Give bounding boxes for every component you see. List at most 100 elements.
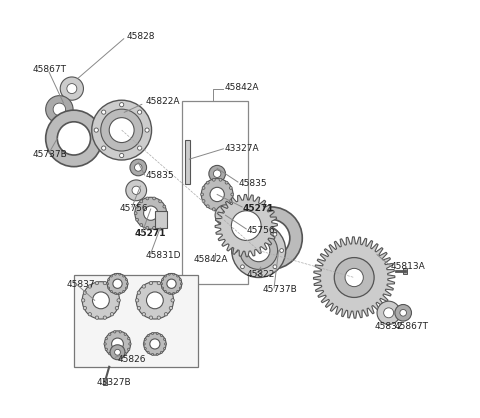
Circle shape: [67, 84, 77, 94]
Circle shape: [206, 181, 209, 184]
Circle shape: [161, 273, 182, 294]
Circle shape: [146, 227, 149, 229]
Circle shape: [120, 102, 124, 107]
Circle shape: [114, 331, 116, 333]
Bar: [74, 275, 198, 367]
Circle shape: [136, 282, 174, 319]
Bar: [103, 378, 107, 385]
Circle shape: [345, 268, 363, 287]
Circle shape: [234, 249, 238, 252]
Text: 45835: 45835: [239, 179, 267, 188]
Circle shape: [152, 353, 154, 355]
Circle shape: [232, 224, 286, 278]
Circle shape: [334, 257, 374, 298]
Circle shape: [214, 170, 221, 178]
Text: 43327B: 43327B: [96, 377, 131, 387]
Circle shape: [115, 291, 119, 294]
Circle shape: [132, 186, 140, 194]
Circle shape: [145, 128, 149, 132]
Circle shape: [169, 306, 172, 310]
Circle shape: [165, 275, 167, 277]
Circle shape: [167, 279, 176, 288]
Circle shape: [229, 199, 232, 202]
Circle shape: [110, 291, 112, 292]
Circle shape: [113, 279, 122, 288]
Circle shape: [142, 313, 145, 316]
Circle shape: [114, 273, 116, 275]
Circle shape: [128, 337, 130, 340]
Circle shape: [201, 178, 233, 210]
Circle shape: [83, 291, 86, 294]
Text: 45867T: 45867T: [32, 65, 66, 74]
Circle shape: [125, 278, 127, 280]
Circle shape: [157, 281, 160, 285]
Circle shape: [162, 287, 164, 289]
Circle shape: [152, 333, 154, 334]
Circle shape: [140, 224, 143, 227]
Circle shape: [400, 309, 407, 316]
Text: 45756: 45756: [120, 204, 148, 213]
Circle shape: [229, 186, 232, 189]
Circle shape: [273, 265, 277, 269]
Circle shape: [123, 291, 124, 292]
Circle shape: [137, 291, 141, 294]
Circle shape: [164, 338, 166, 340]
Circle shape: [159, 224, 162, 227]
Circle shape: [46, 110, 102, 167]
Bar: [185, 140, 190, 184]
Circle shape: [335, 258, 373, 297]
Text: 45756: 45756: [247, 226, 276, 235]
Text: 45842A: 45842A: [193, 255, 228, 264]
Circle shape: [138, 110, 142, 114]
Circle shape: [119, 355, 121, 357]
Circle shape: [210, 187, 224, 201]
Text: 45822: 45822: [247, 270, 276, 279]
Circle shape: [160, 351, 163, 353]
Circle shape: [95, 281, 98, 285]
Circle shape: [92, 100, 152, 160]
Circle shape: [257, 226, 261, 229]
Circle shape: [102, 146, 106, 150]
Circle shape: [248, 240, 270, 262]
Circle shape: [120, 153, 124, 158]
Text: 45842A: 45842A: [224, 83, 259, 92]
Circle shape: [124, 333, 126, 335]
Circle shape: [240, 207, 302, 269]
Circle shape: [146, 292, 163, 309]
Circle shape: [128, 348, 130, 351]
Circle shape: [215, 205, 236, 226]
Circle shape: [140, 200, 143, 203]
Circle shape: [153, 197, 156, 200]
Circle shape: [240, 265, 244, 269]
Circle shape: [169, 291, 172, 294]
Circle shape: [135, 299, 139, 302]
Circle shape: [161, 283, 163, 285]
Circle shape: [88, 285, 92, 288]
Text: 45271: 45271: [134, 229, 166, 238]
Circle shape: [108, 333, 111, 335]
Text: 45822A: 45822A: [145, 97, 180, 106]
Circle shape: [112, 338, 123, 350]
Circle shape: [123, 275, 124, 277]
Circle shape: [219, 178, 222, 181]
Circle shape: [252, 219, 290, 257]
Circle shape: [108, 278, 109, 280]
Circle shape: [119, 273, 120, 275]
Circle shape: [257, 272, 261, 275]
Circle shape: [144, 347, 146, 349]
Circle shape: [160, 335, 163, 336]
Circle shape: [60, 77, 84, 100]
Circle shape: [146, 197, 149, 200]
Bar: [403, 268, 408, 274]
Circle shape: [95, 316, 98, 319]
Circle shape: [82, 299, 85, 302]
Circle shape: [119, 292, 120, 294]
Circle shape: [202, 186, 205, 189]
Circle shape: [168, 292, 170, 294]
Circle shape: [164, 212, 167, 214]
Circle shape: [109, 117, 134, 143]
Circle shape: [94, 128, 98, 132]
Circle shape: [57, 122, 91, 155]
Circle shape: [124, 352, 126, 355]
Circle shape: [147, 335, 149, 336]
